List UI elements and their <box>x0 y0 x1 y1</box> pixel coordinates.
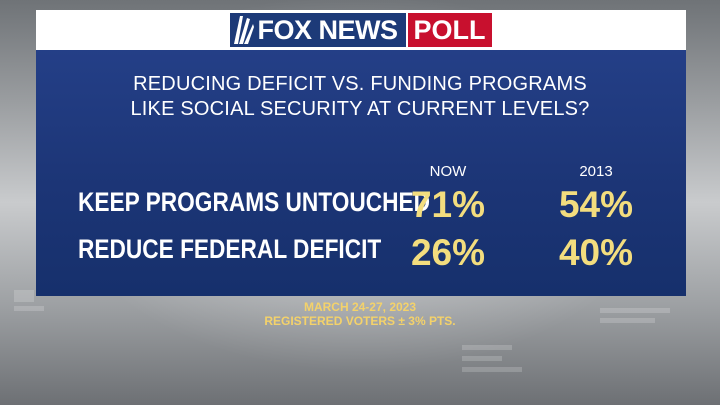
fox-news-wordmark: FOX NEWS <box>230 13 406 47</box>
poll-date: MARCH 24-27, 2023 <box>303 300 417 314</box>
value-reduce-now: 26% <box>410 232 486 273</box>
poll-sample: REGISTERED VOTERS ± 3% PTS. <box>264 314 456 328</box>
value-keep-2013: 54% <box>558 184 634 225</box>
column-header-now: NOW <box>429 163 467 180</box>
column-header-2013: 2013 <box>579 163 613 180</box>
fox-spotlight-icon <box>234 16 255 44</box>
fox-news-poll-logo: FOX NEWS POLL <box>230 13 492 47</box>
question-line-2: LIKE SOCIAL SECURITY AT CURRENT LEVELS? <box>130 98 590 120</box>
value-reduce-2013: 40% <box>558 232 634 273</box>
question-line-1: REDUCING DEFICIT VS. FUNDING PROGRAMS <box>133 73 587 95</box>
header-bar: FOX NEWS POLL <box>36 10 686 50</box>
row-label-reduce-deficit: REDUCE FEDERAL DEFICIT <box>78 234 382 264</box>
poll-label: POLL <box>405 13 492 47</box>
poll-board <box>36 50 686 296</box>
row-label-keep-programs: KEEP PROGRAMS UNTOUCHED <box>78 187 431 217</box>
poll-question: REDUCING DEFICIT VS. FUNDING PROGRAMS LI… <box>0 72 720 122</box>
fox-news-label: FOX NEWS <box>257 14 398 45</box>
value-keep-now: 71% <box>410 184 486 225</box>
